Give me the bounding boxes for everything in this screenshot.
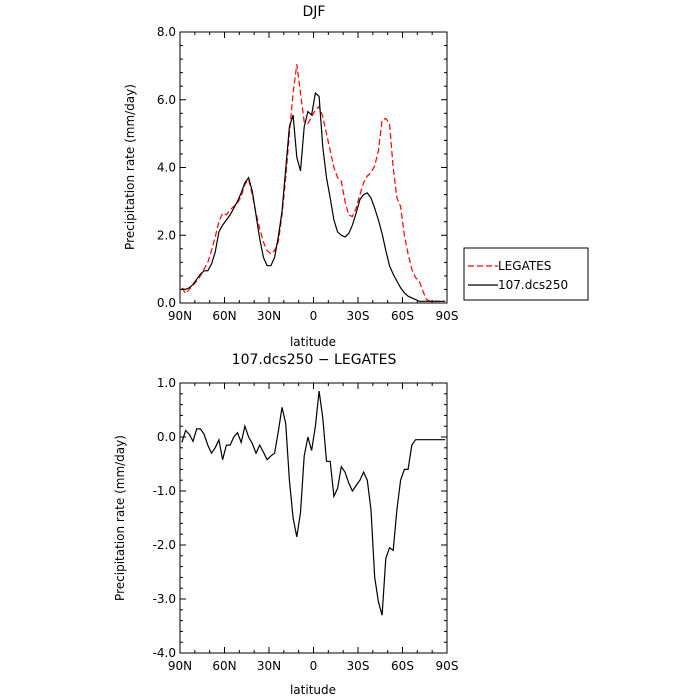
bottom-y-tick-label: 0.0 (157, 430, 176, 444)
top-series-line-legates (181, 64, 446, 302)
top-ticks: 90N 60N 30N 0 30S 60S 90S 0.0 2.0 4.0 6.0 8.0 (157, 25, 459, 323)
top-x-tick-label: 90S (436, 309, 459, 323)
top-y-tick-label: 8.0 (157, 25, 176, 39)
top-y-axis-title: Precipitation rate (mm/day) (123, 84, 137, 250)
top-x-axis-title: latitude (290, 335, 336, 349)
legend-label-legates: LEGATES (498, 259, 551, 273)
bottom-x-tick-label: 60S (391, 659, 414, 673)
top-y-tick-label: 2.0 (157, 228, 176, 242)
bottom-y-tick-label: -1.0 (153, 484, 176, 498)
bottom-panel-title: 107.dcs250 − LEGATES (232, 352, 397, 368)
bottom-series-line-difference (181, 391, 446, 616)
bottom-y-axis-title: Precipitation rate (mm/day) (113, 435, 127, 601)
bottom-plot-frame (179, 382, 448, 654)
bottom-x-tick-label: 90N (168, 659, 192, 673)
bottom-x-tick-label: 60N (212, 659, 236, 673)
bottom-panel: 107.dcs250 − LEGATES 90N 60N 30N 0 30S 60S 90S… (113, 352, 458, 697)
top-series-line-107-dcs250 (181, 91, 446, 302)
top-y-tick-label: 4.0 (157, 161, 176, 175)
bottom-y-tick-label: -2.0 (153, 538, 176, 552)
top-x-tick-label: 60S (391, 309, 414, 323)
top-x-tick-label: 90N (168, 309, 192, 323)
top-panel-title: DJF (303, 4, 326, 20)
bottom-series-lines (181, 391, 446, 616)
top-series-lines (181, 64, 446, 302)
bottom-y-tick-label: -4.0 (153, 646, 176, 660)
bottom-y-tick-label: 1.0 (157, 376, 176, 390)
bottom-x-tick-label: 0 (310, 659, 318, 673)
top-x-tick-label: 60N (212, 309, 236, 323)
bottom-ticks: 90N 60N 30N 0 30S 60S 90S -4.0 -3.0 -2.0 -1.0 0.0 1.… (153, 376, 459, 673)
bottom-x-tick-label: 30N (257, 659, 281, 673)
legend-label-107-dcs250: 107.dcs250 (498, 278, 568, 292)
top-y-tick-label: 0.0 (157, 296, 176, 310)
bottom-x-axis-title: latitude (290, 683, 336, 697)
bottom-x-tick-label: 30S (347, 659, 370, 673)
top-x-tick-label: 30N (257, 309, 281, 323)
top-plot-frame (179, 31, 448, 304)
top-y-tick-label: 6.0 (157, 93, 176, 107)
bottom-y-tick-label: -3.0 (153, 592, 176, 606)
top-x-tick-label: 0 (310, 309, 318, 323)
legend: LEGATES 107.dcs250 (463, 247, 589, 301)
top-panel: DJF 90N 60N 30N 0 30S 60S 90S 0.0 2.0 4.0 6.0 8.0 l… (123, 4, 589, 349)
top-x-tick-label: 30S (347, 309, 370, 323)
bottom-x-tick-label: 90S (436, 659, 459, 673)
legend-box (463, 247, 589, 301)
